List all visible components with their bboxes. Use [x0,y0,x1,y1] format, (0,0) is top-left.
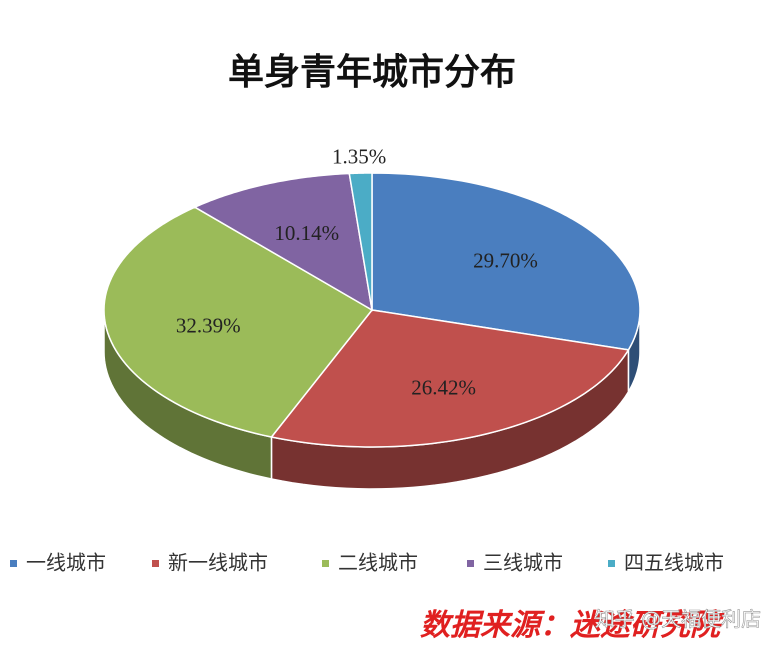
watermark: 知乎 @天福便利店 [595,607,761,631]
legend-label: 一线城市 [26,551,106,575]
legend-swatch [152,560,159,567]
legend-label: 四五线城市 [624,551,724,575]
pie-slice [348,172,373,311]
legend-swatch [10,560,17,567]
legend-label: 新一线城市 [168,551,268,575]
pie-slice [193,172,374,312]
data-label: 26.42% [411,376,476,400]
legend-swatch [608,560,615,567]
data-label: 1.35% [332,144,386,168]
legend: 一线城市 新一线城市 二线城市 三线城市 四五线城市 [10,551,724,575]
data-label: 32.39% [176,313,241,337]
data-label: 29.70% [473,248,538,272]
data-label: 10.14% [274,221,339,245]
pie-labels: 29.70% 26.42% 32.39% 10.14% 1.35% [176,144,538,399]
legend-swatch [322,560,329,567]
pie-tops [103,172,641,448]
legend-swatch [467,560,474,567]
source: 数据来源：迷途研究院 [420,608,725,643]
pie-slice [371,172,641,351]
legend-label: 二线城市 [338,551,418,575]
pie-slice [270,309,630,448]
legend-label: 三线城市 [483,551,563,575]
chart-title: 单身青年城市分布 [228,52,516,93]
pie-slice [103,206,374,438]
